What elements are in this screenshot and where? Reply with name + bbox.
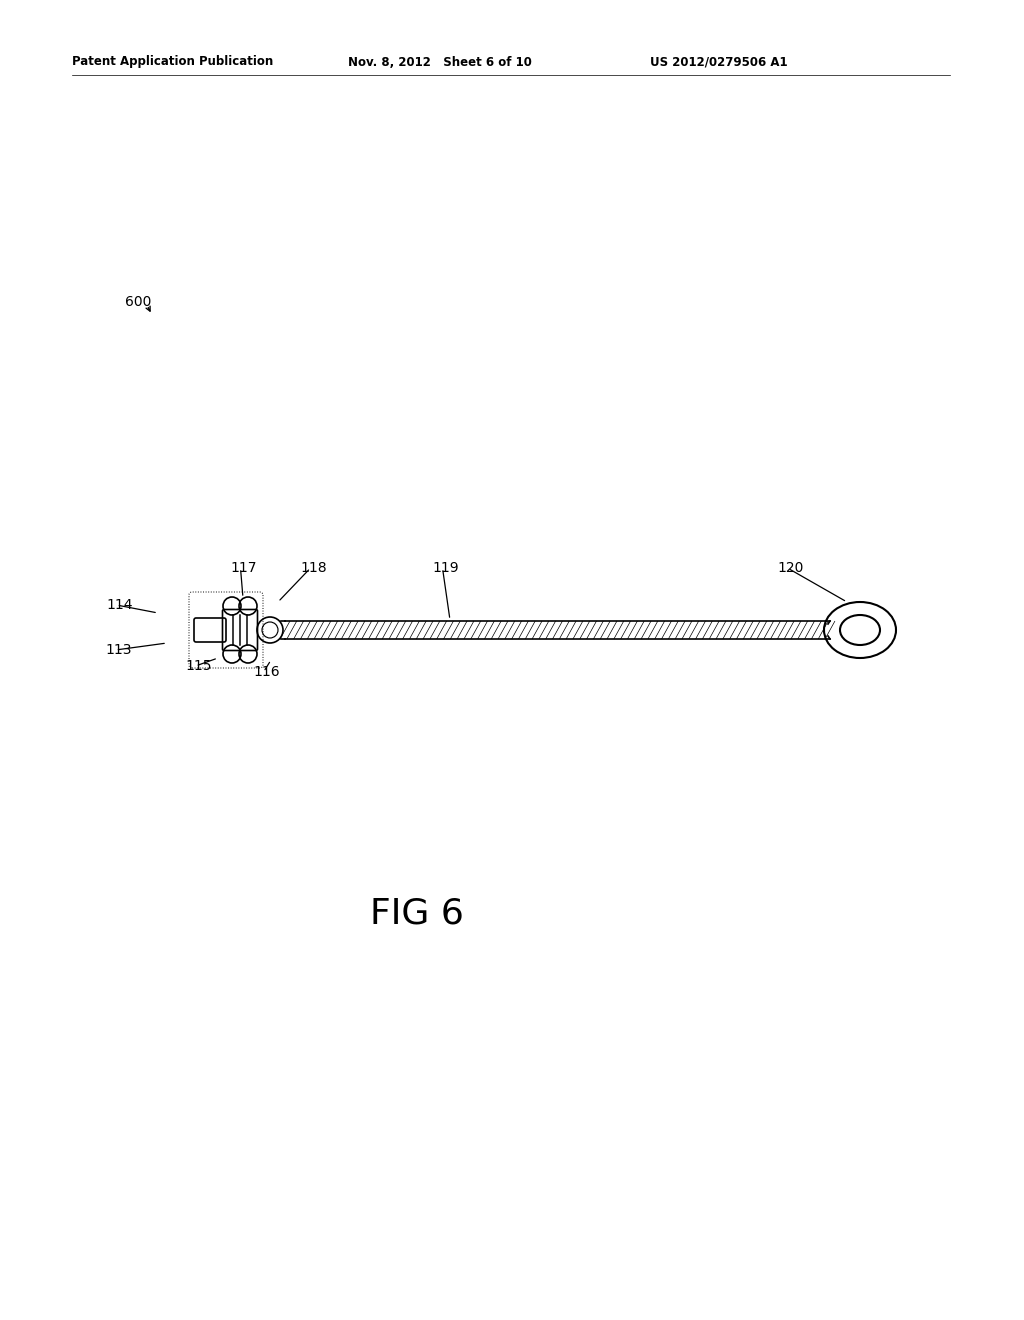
- Text: 117: 117: [230, 561, 256, 576]
- Text: 115: 115: [185, 659, 212, 673]
- Text: Patent Application Publication: Patent Application Publication: [72, 55, 273, 69]
- Text: 600: 600: [125, 294, 152, 309]
- Text: US 2012/0279506 A1: US 2012/0279506 A1: [650, 55, 787, 69]
- Text: 114: 114: [106, 598, 132, 612]
- Text: Nov. 8, 2012   Sheet 6 of 10: Nov. 8, 2012 Sheet 6 of 10: [348, 55, 531, 69]
- Text: 118: 118: [300, 561, 327, 576]
- Text: FIG 6: FIG 6: [370, 896, 464, 931]
- Text: 120: 120: [777, 561, 804, 576]
- Text: 116: 116: [253, 665, 280, 678]
- Text: 119: 119: [432, 561, 459, 576]
- Text: 113: 113: [105, 643, 131, 657]
